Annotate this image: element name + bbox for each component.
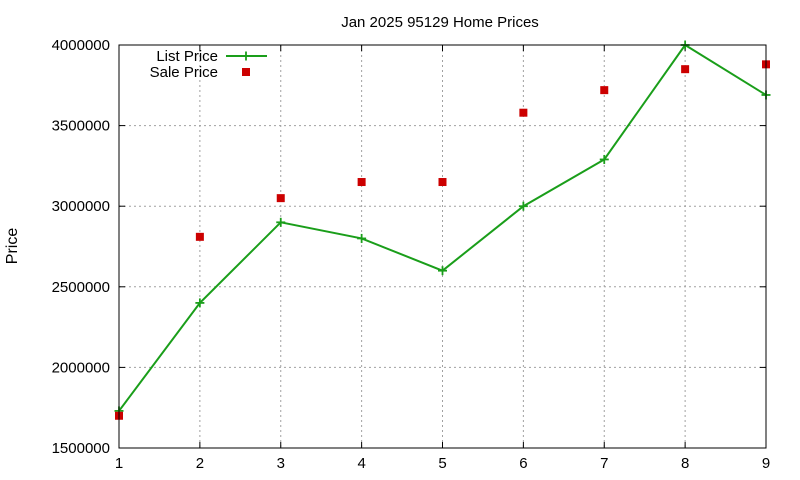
y-tick-label-4000000: 4000000 [52, 37, 110, 54]
y-axis-title: Price [4, 228, 21, 265]
series-1-point-2 [195, 298, 205, 308]
x-tick-label-2: 2 [196, 455, 204, 472]
series-2-point-7 [600, 86, 609, 95]
series-1-point-7 [599, 154, 609, 164]
x-tick-label-5: 5 [438, 455, 446, 472]
x-tick-label-3: 3 [277, 455, 285, 472]
x-tick-label-1: 1 [115, 455, 123, 472]
legend-marker-1 [241, 51, 251, 61]
series-2-point-4 [357, 178, 366, 187]
plot-frame [118, 44, 767, 449]
y-tick-label-3500000: 3500000 [52, 118, 110, 135]
series-2-point-6 [519, 108, 528, 117]
series-1-point-4 [357, 233, 367, 243]
legend-label-1: List Price [156, 48, 218, 65]
x-tick-label-9: 9 [762, 455, 770, 472]
axis-ticks: 1 2 3 4 5 6 7 8 9 1500000 2000000 2500000 3000000 350… [52, 37, 771, 472]
y-tick-label-1500000: 1500000 [52, 440, 110, 457]
x-tick-label-6: 6 [519, 455, 527, 472]
legend-marker-2 [242, 68, 250, 76]
series-1-point-6 [518, 201, 528, 211]
legend-label-2: Sale Price [150, 64, 218, 81]
chart-title: Jan 2025 95129 Home Prices [341, 14, 539, 31]
grid [119, 45, 766, 448]
series-2-point-2 [195, 232, 204, 241]
x-tick-label-4: 4 [357, 455, 365, 472]
x-tick-label-8: 8 [681, 455, 689, 472]
series-2-point-5 [438, 178, 447, 187]
x-tick-label-7: 7 [600, 455, 608, 472]
y-tick-label-2500000: 2500000 [52, 279, 110, 296]
series-2-point-8 [681, 65, 690, 74]
y-tick-label-3000000: 3000000 [52, 198, 110, 215]
y-tick-label-2000000: 2000000 [52, 359, 110, 376]
series-1-point-3 [276, 217, 286, 227]
series-2-point-3 [276, 194, 285, 203]
series-1-point-5 [438, 266, 447, 276]
